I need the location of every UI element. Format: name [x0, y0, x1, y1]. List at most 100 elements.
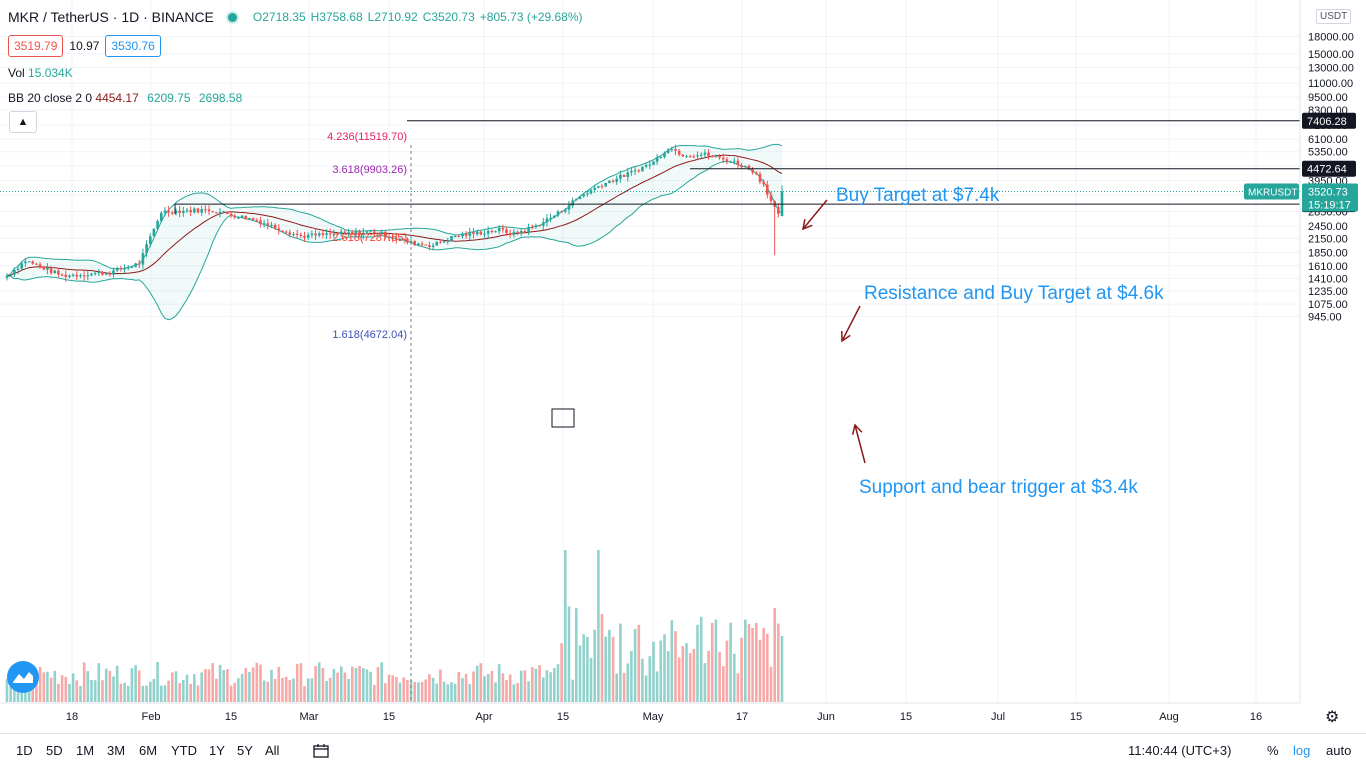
candle-body — [608, 180, 611, 183]
timeframe-all[interactable]: All — [265, 743, 280, 758]
resistance-tag-bg — [1302, 160, 1356, 177]
trade-prices: 3519.79 10.97 3530.76 — [8, 35, 161, 57]
timeframe-5d[interactable]: 5D — [46, 743, 63, 758]
volume-bar — [531, 667, 534, 702]
price-chart[interactable]: 4.236(11519.70) 3.618(9903.26) 2.618(7287.… — [0, 0, 1366, 733]
volume-bar — [450, 682, 453, 702]
timeframe-3m[interactable]: 3M — [107, 743, 126, 758]
volume-bar — [597, 550, 600, 702]
volume-bar — [505, 680, 508, 702]
candle-body — [149, 236, 152, 245]
candle-body — [666, 149, 670, 153]
volume-bar — [699, 616, 703, 702]
x-tick-label: 18 — [66, 711, 78, 723]
candle-body — [321, 233, 325, 235]
volume-bar — [295, 663, 299, 702]
volume-bar — [652, 641, 655, 702]
candle-body — [351, 232, 354, 234]
volume-bar — [273, 678, 277, 702]
candle-body — [79, 275, 82, 277]
candle-body — [384, 231, 387, 238]
candle-body — [549, 217, 552, 219]
volume-bar — [641, 658, 644, 702]
candle-body — [556, 211, 560, 216]
candle-body — [292, 233, 295, 235]
buy-price-button[interactable]: 3530.76 — [105, 35, 161, 57]
candle-body — [615, 178, 618, 182]
candle-body — [736, 160, 740, 166]
sell-price-button[interactable]: 3519.79 — [8, 35, 64, 57]
candle-body — [347, 232, 350, 234]
volume-value: 15.034K — [28, 66, 73, 80]
volume-bar — [494, 682, 497, 702]
volume-bar — [725, 640, 729, 702]
date-range-icon[interactable] — [313, 743, 331, 762]
volume-bar — [413, 682, 416, 702]
volume-bar — [744, 619, 747, 702]
volume-bar — [365, 669, 369, 702]
auto-scale-toggle[interactable]: auto — [1326, 743, 1352, 758]
volume-bar — [314, 666, 317, 702]
candle-body — [453, 236, 457, 237]
candle-body — [428, 245, 431, 247]
candle-body — [354, 231, 358, 234]
log-scale-toggle[interactable]: log — [1293, 743, 1311, 758]
y-tick-label: 18000.00 — [1308, 31, 1354, 43]
candle-body — [336, 233, 339, 235]
volume-bars — [5, 550, 784, 702]
bollinger-indicator[interactable]: BB 20 close 2 0 4454.17 6209.75 2698.58 — [8, 91, 242, 105]
timeframe-1y[interactable]: 1Y — [209, 743, 225, 758]
volume-indicator[interactable]: Vol 15.034K — [8, 66, 73, 80]
timeframe-1m[interactable]: 1M — [76, 743, 95, 758]
candle-body — [439, 241, 442, 243]
volume-bar — [328, 677, 332, 702]
candle-body — [193, 208, 196, 213]
ohlc-values: O2718.35 H3758.68 L2710.92 C3520.73 +805.73 … — [253, 10, 588, 24]
candle-body — [49, 267, 53, 273]
volume-bar — [773, 608, 776, 702]
volume-bar — [420, 682, 424, 702]
volume-bar — [284, 676, 288, 702]
candle-body — [494, 231, 497, 233]
tradingview-logo-icon[interactable] — [7, 661, 39, 693]
volume-bar — [35, 681, 38, 702]
percent-scale-toggle[interactable]: % — [1267, 743, 1279, 758]
candle-body — [86, 275, 90, 277]
candle-body — [523, 231, 527, 232]
candle-body — [325, 233, 328, 235]
candle-body — [674, 149, 677, 151]
collapse-legend-button[interactable]: ▲ — [9, 111, 37, 133]
candle-body — [777, 207, 780, 214]
candle-body — [226, 211, 229, 214]
volume-bar — [244, 667, 248, 702]
volume-bar — [60, 675, 64, 702]
timeframe-ytd[interactable]: YTD — [171, 743, 197, 758]
candle-body — [262, 223, 266, 225]
bb-label: BB 20 close 2 0 — [8, 91, 93, 105]
volume-bar — [204, 669, 207, 702]
candle-body — [703, 152, 707, 155]
symbol-title[interactable]: MKR / TetherUS · 1D · BINANCE — [8, 9, 214, 25]
volume-bar — [439, 669, 442, 702]
candle-body — [82, 275, 86, 277]
volume-bar — [670, 620, 674, 702]
candle-body — [53, 270, 57, 273]
timeframe-5y[interactable]: 5Y — [237, 743, 253, 758]
volume-bar — [112, 676, 115, 702]
volume-bar — [325, 681, 328, 702]
currency-label[interactable]: USDT — [1316, 9, 1352, 24]
bb-lower-value: 2698.58 — [198, 91, 243, 105]
volume-bar — [137, 670, 141, 702]
candle-body — [604, 182, 607, 187]
volume-bar — [134, 665, 137, 702]
countdown-tag: 15:19:17 — [1308, 199, 1351, 211]
volume-bar — [332, 669, 336, 702]
timeframe-1d[interactable]: 1D — [16, 743, 33, 758]
x-tick-label: 15 — [225, 711, 237, 723]
candle-body — [251, 218, 255, 220]
volume-bar — [174, 671, 178, 702]
volume-bar — [376, 667, 380, 702]
clock-time[interactable]: 11:40:44 (UTC+3) — [1128, 743, 1232, 758]
gear-icon[interactable]: ⚙ — [1325, 709, 1340, 726]
timeframe-6m[interactable]: 6M — [139, 743, 158, 758]
